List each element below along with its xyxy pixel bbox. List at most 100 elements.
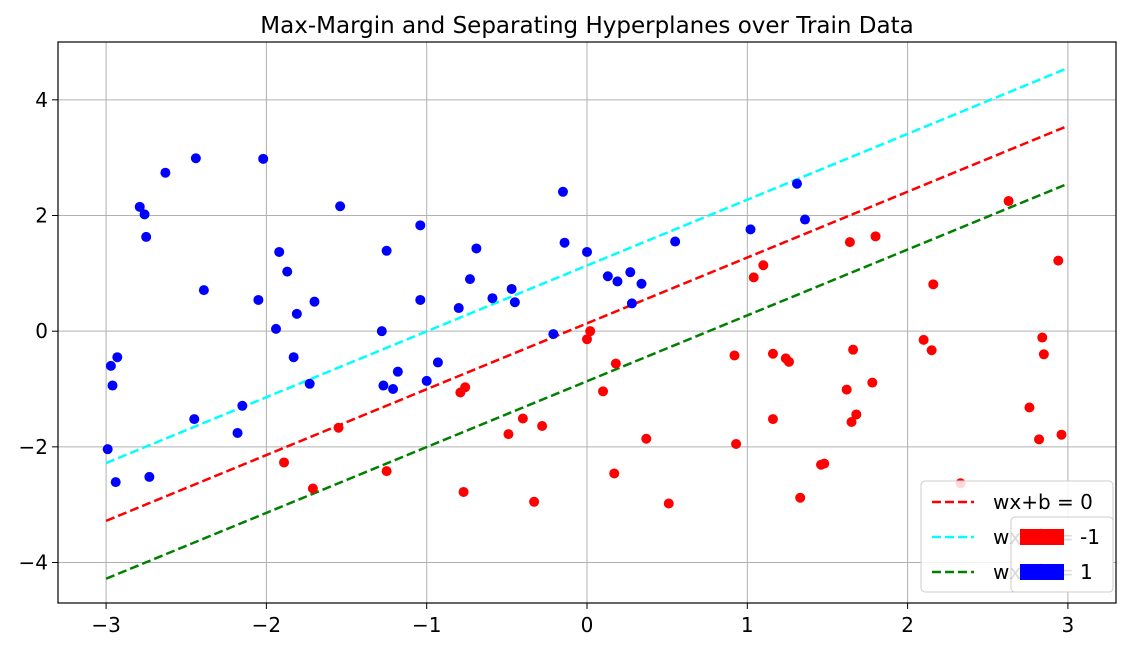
point-class-neg [537,421,548,432]
point-class-pos [670,236,681,247]
point-class-pos [139,209,150,220]
point-class-neg [918,334,929,345]
point-class-neg [870,231,881,242]
y-tick-label: −2 [19,435,48,459]
point-class-pos [291,308,302,319]
point-class-pos [335,201,346,212]
point-class-neg [841,384,852,395]
point-class-pos [602,271,613,282]
point-class-neg [783,356,794,367]
point-class-neg [767,414,778,425]
point-class-pos [381,245,392,256]
point-class-neg [663,498,674,509]
point-class-neg [585,326,596,337]
point-class-pos [506,283,517,294]
point-class-neg [517,413,528,424]
point-class-pos [271,323,282,334]
point-class-pos [160,167,171,178]
point-class-pos [471,243,482,254]
point-class-pos [626,298,637,309]
point-class-neg [1037,332,1048,343]
y-tick-label: 4 [35,88,48,112]
point-class-pos [421,375,432,386]
hyperplane-line-2 [105,182,1069,580]
x-tick-label: −1 [412,613,441,637]
point-class-neg [1038,349,1049,360]
legend-class-swatch [1020,564,1064,580]
legend-class-swatch [1020,529,1064,545]
point-class-neg [926,345,937,356]
point-class-pos [112,352,123,363]
point-class-neg [307,483,318,494]
point-class-neg [1024,402,1035,413]
point-class-pos [304,378,315,389]
point-class-pos [105,360,116,371]
point-class-pos [376,326,387,337]
chart-title: Max-Margin and Separating Hyperplanes ov… [260,13,913,39]
point-class-neg [529,496,540,507]
point-class-pos [189,414,200,425]
point-class-pos [110,477,121,488]
point-class-neg [1003,196,1014,207]
point-class-neg [846,416,857,427]
point-class-pos [232,427,243,438]
point-class-pos [559,237,570,248]
point-class-pos [309,296,320,307]
legend-classes: -11 [1010,516,1114,593]
x-tick-label: −3 [91,613,120,637]
point-class-pos [141,231,152,242]
point-class-pos [258,153,269,164]
x-tick-label: 1 [741,613,754,637]
point-class-pos [509,297,520,308]
point-class-pos [612,276,623,287]
point-class-pos [274,246,285,257]
point-class-pos [282,266,293,277]
point-class-pos [453,303,464,314]
point-class-pos [548,329,559,340]
point-class-pos [102,444,113,455]
point-class-pos [636,278,647,289]
point-class-neg [851,409,862,420]
point-class-pos [800,214,811,225]
point-class-pos [415,220,426,231]
point-class-neg [641,433,652,444]
point-class-neg [458,486,469,497]
point-class-neg [729,350,740,361]
point-class-pos [415,294,426,305]
point-class-pos [388,384,399,395]
point-class-pos [198,285,209,296]
point-class-pos [253,294,264,305]
point-class-neg [767,348,778,359]
point-class-neg [867,377,878,388]
point-class-pos [582,246,592,257]
point-class-neg [460,382,471,393]
x-tick-label: 2 [901,613,914,637]
point-class-pos [392,366,403,377]
point-class-pos [745,224,756,235]
point-class-neg [381,466,392,477]
point-class-neg [758,260,769,271]
point-class-pos [487,293,498,304]
point-class-neg [748,272,759,283]
point-class-neg [844,237,855,248]
x-tick-label: 0 [581,613,594,637]
legend-class-label: -1 [1080,525,1100,549]
point-class-pos [288,352,299,363]
point-class-neg [928,279,939,290]
point-class-neg [333,422,344,433]
point-class-neg [731,438,742,449]
point-class-neg [279,457,290,468]
hyperplane-lines [105,66,1069,580]
legend-line-label: wx+b = 0 [993,490,1093,514]
y-tick-label: 2 [35,204,48,228]
point-class-neg [582,334,592,345]
point-class-pos [464,274,475,285]
point-class-pos [557,186,568,197]
point-class-pos [237,400,248,411]
point-class-neg [819,458,830,469]
point-class-neg [610,358,621,369]
point-class-pos [625,267,636,278]
legend-class-label: 1 [1080,560,1093,584]
x-tick-label: 3 [1062,613,1075,637]
